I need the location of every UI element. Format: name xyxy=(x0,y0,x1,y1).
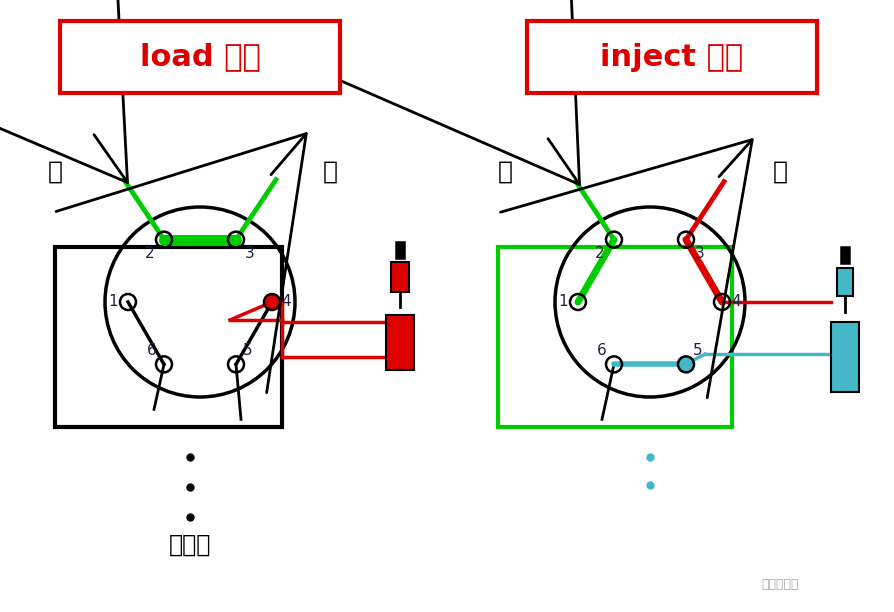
Circle shape xyxy=(678,356,693,372)
Text: inject 位置: inject 位置 xyxy=(600,42,743,72)
Bar xyxy=(527,21,816,93)
Text: 4: 4 xyxy=(281,294,291,310)
Bar xyxy=(836,268,852,296)
Text: 泵: 泵 xyxy=(47,160,63,184)
Text: 实验小助手: 实验小助手 xyxy=(761,578,797,591)
Text: 1: 1 xyxy=(108,294,118,310)
Text: 3: 3 xyxy=(695,246,704,261)
Circle shape xyxy=(264,294,280,310)
Bar xyxy=(395,242,403,258)
Bar xyxy=(385,315,414,370)
Bar xyxy=(497,247,731,427)
Text: 柱: 柱 xyxy=(772,160,787,184)
Text: 定量环: 定量环 xyxy=(169,533,211,557)
Bar xyxy=(830,322,858,392)
Text: 6: 6 xyxy=(596,343,606,358)
Text: load 位置: load 位置 xyxy=(139,42,260,72)
Bar xyxy=(55,247,282,427)
Text: 4: 4 xyxy=(730,294,740,310)
Text: 柱: 柱 xyxy=(322,160,337,184)
Bar xyxy=(840,247,848,263)
Text: 5: 5 xyxy=(243,343,252,358)
Text: 2: 2 xyxy=(595,246,604,261)
Text: 2: 2 xyxy=(145,246,155,261)
Text: 泵: 泵 xyxy=(497,160,512,184)
Text: 6: 6 xyxy=(147,343,156,358)
Text: 1: 1 xyxy=(558,294,567,310)
Bar xyxy=(60,21,340,93)
Text: 5: 5 xyxy=(693,343,702,358)
Bar xyxy=(391,262,409,292)
Text: 3: 3 xyxy=(245,246,255,261)
